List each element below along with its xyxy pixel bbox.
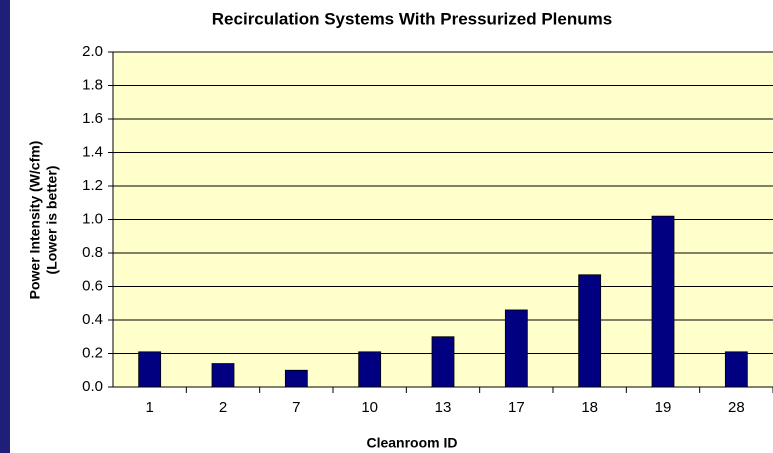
x-tick-label: 28 <box>728 399 745 416</box>
y-tick-label: 1.2 <box>82 177 103 194</box>
bar <box>211 363 235 388</box>
bar <box>724 351 748 388</box>
x-tick-label: 19 <box>655 399 672 416</box>
bar <box>284 369 308 388</box>
y-tick-label: 0.2 <box>82 344 103 361</box>
y-tick-label: 2.0 <box>82 43 103 60</box>
x-tick-label: 17 <box>508 399 525 416</box>
x-tick-label: 7 <box>292 399 300 416</box>
bar <box>578 274 602 388</box>
bar <box>358 351 382 388</box>
bar <box>431 336 455 388</box>
x-axis-label: Cleanroom ID <box>366 435 457 451</box>
y-axis-label: Power Intensity (W/cfm) <box>27 141 43 300</box>
bar <box>651 215 675 388</box>
y-tick-label: 1.0 <box>82 210 103 227</box>
y-tick-label: 0.8 <box>82 244 103 261</box>
x-tick-label: 10 <box>361 399 378 416</box>
side-strip <box>0 0 10 453</box>
x-tick-label: 1 <box>145 399 153 416</box>
x-tick-label: 13 <box>435 399 452 416</box>
y-tick-label: 1.6 <box>82 110 103 127</box>
y-tick-label: 1.4 <box>82 143 103 160</box>
x-tick-label: 2 <box>219 399 227 416</box>
y-tick-label: 0.4 <box>82 311 103 328</box>
chart-title: Recirculation Systems With Pressurized P… <box>212 9 612 28</box>
bar <box>138 351 162 388</box>
bar <box>504 309 528 388</box>
y-tick-label: 1.8 <box>82 76 103 93</box>
y-tick-label: 0.6 <box>82 277 103 294</box>
y-tick-label: 0.0 <box>82 378 103 395</box>
x-tick-label: 18 <box>581 399 598 416</box>
y-axis-label: (Lower is better) <box>44 166 60 275</box>
